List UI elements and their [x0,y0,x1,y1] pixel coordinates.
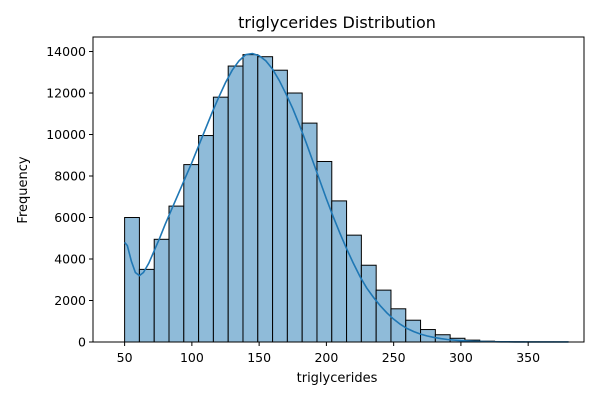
histogram-bar [346,234,362,343]
histogram-bar [242,54,259,343]
plot-frame [92,36,585,343]
histogram-bar [227,65,244,343]
x-axis-ticks: 50 100 150 200 250 300 350 [117,342,540,365]
chart-title: triglycerides Distribution [238,13,436,32]
x-tick-label: 150 [247,350,271,365]
x-tick-label: 200 [314,350,338,365]
histogram-bar [272,69,288,343]
y-tick-label: 10000 [46,127,86,142]
y-tick-label: 6000 [54,210,86,225]
histogram-bar [183,164,200,343]
histogram-bar [124,217,140,343]
histogram-bar [138,268,155,343]
histogram-bar [212,96,229,343]
histogram-bars [124,54,570,343]
x-axis-label: triglycerides [297,371,378,386]
histogram-bar [316,160,333,343]
y-tick-label: 14000 [46,44,86,59]
x-tick-label: 50 [117,350,133,365]
y-axis-ticks: 0 2000 4000 6000 8000 10000 12000 14000 [46,44,93,350]
y-tick-label: 12000 [46,86,86,101]
x-tick-label: 350 [516,350,540,365]
histogram-bar [286,92,303,343]
histogram-bar [360,264,377,343]
kde-curve [124,52,569,343]
y-tick-label: 0 [78,335,86,350]
y-axis-label: Frequency [16,156,31,223]
x-tick-label: 100 [180,350,204,365]
histogram-bar [257,56,274,343]
x-tick-label: 300 [449,350,473,365]
y-tick-label: 2000 [54,293,86,308]
histogram-bar [153,238,170,343]
histogram-bar [301,122,318,343]
histogram-bar [375,289,392,343]
x-tick-label: 250 [382,350,406,365]
y-tick-label: 4000 [54,252,86,267]
histogram-bar [331,200,348,343]
histogram-bar [198,135,214,343]
histogram-bar [168,205,185,343]
y-tick-label: 8000 [54,169,86,184]
